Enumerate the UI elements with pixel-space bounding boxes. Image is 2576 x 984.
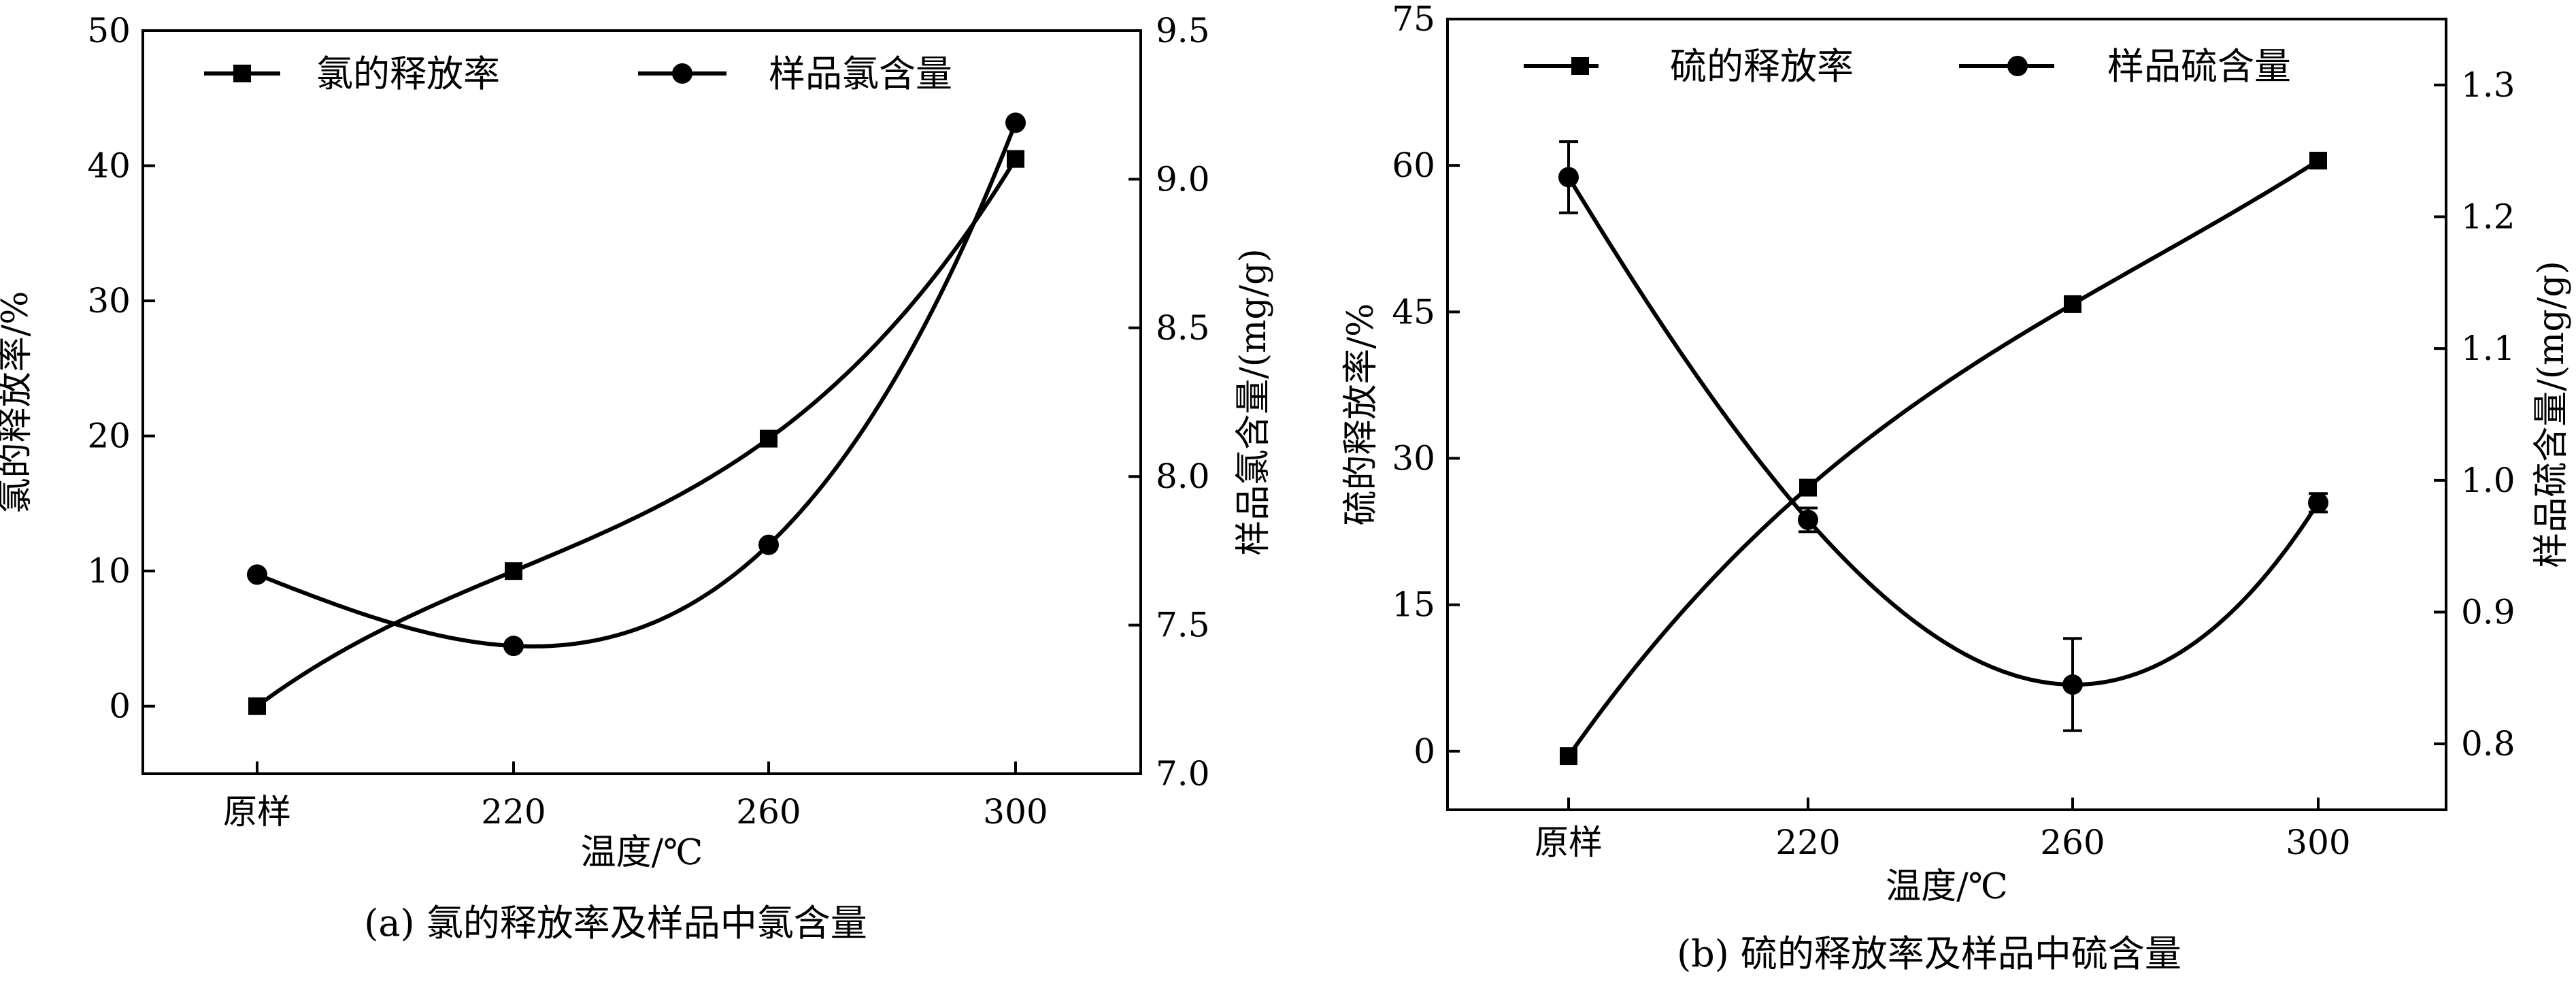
series-line-release-rate [256, 158, 1018, 708]
data-point-square [1560, 747, 1577, 766]
right-y-tick-label: 0.9 [2461, 593, 2515, 632]
data-point-circle [758, 534, 779, 555]
x-tick-label: 原样 [1535, 823, 1603, 862]
legend-marker-square [233, 65, 251, 82]
left-y-tick-label: 40 [87, 146, 131, 186]
left-y-tick-label: 75 [1392, 0, 1435, 39]
data-point-square [248, 697, 266, 715]
left-y-axis-label: 氯的释放率/% [0, 291, 36, 514]
right-y-tick-label: 9.0 [1156, 159, 1210, 199]
legend-label-content: 样品氯含量 [769, 52, 952, 95]
left-y-tick-label: 15 [1392, 585, 1435, 625]
series-line-content [256, 122, 1018, 649]
data-point-circle [247, 564, 267, 585]
data-point-circle [2308, 492, 2328, 513]
legend-label-content: 样品硫含量 [2107, 45, 2291, 88]
left-y-tick-label: 30 [87, 281, 131, 321]
left-y-tick-label: 0 [1414, 732, 1435, 771]
right-y-tick-label: 7.0 [1156, 754, 1210, 793]
x-axis-label: 温度/℃ [1886, 866, 2008, 907]
right-y-axis-label: 样品硫含量/(mg/g) [2531, 261, 2572, 568]
left-y-tick-label: 30 [1392, 439, 1435, 478]
right-y-tick-label: 0.8 [2461, 724, 2515, 764]
left-y-tick-label: 20 [87, 416, 131, 456]
data-point-square [1007, 150, 1024, 168]
left-y-tick-label: 45 [1392, 292, 1435, 331]
legend-marker-circle [672, 63, 692, 84]
chart-b: 0 15 30 45 60 75 0.8 0.9 1.0 1.1 1.2 1.3 原样 220 260 300… [1341, 0, 2572, 975]
data-point-square [1799, 478, 1817, 497]
left-y-axis-label: 硫的释放率/% [1341, 304, 1382, 526]
data-point-square [505, 562, 522, 580]
right-y-tick-label: 8.5 [1156, 308, 1210, 348]
x-axis-label: 温度/℃ [581, 832, 703, 873]
x-tick-label: 原样 [223, 792, 291, 832]
data-point-circle [2062, 674, 2083, 695]
right-y-tick-label: 1.1 [2461, 329, 2515, 368]
data-point-circle [503, 636, 524, 657]
data-point-square [2064, 295, 2081, 313]
legend-marker-circle [2007, 56, 2028, 76]
right-y-tick-label: 7.5 [1156, 606, 1210, 645]
data-point-circle [1558, 167, 1579, 188]
x-tick-label: 300 [983, 792, 1048, 832]
data-point-circle [1798, 509, 1818, 530]
right-y-tick-label: 9.5 [1156, 11, 1210, 50]
right-y-tick-label: 1.0 [2461, 461, 2515, 500]
left-y-tick-label: 10 [87, 551, 131, 591]
right-y-axis-label: 样品氯含量/(mg/g) [1233, 248, 1274, 556]
data-point-square [760, 429, 777, 448]
x-tick-label: 220 [481, 792, 546, 832]
x-tick-label: 300 [2286, 823, 2350, 862]
data-point-circle [1005, 112, 1026, 133]
figure-caption: (b) 硫的释放率及样品中硫含量 [1677, 932, 2181, 975]
plot-frame [141, 29, 1142, 775]
legend-label-release-rate: 氯的释放率 [316, 52, 500, 95]
series-line-content [1567, 176, 2320, 687]
data-point-square [2309, 152, 2327, 170]
legend-marker-square [1571, 57, 1589, 75]
plot-frame [1446, 18, 2447, 811]
right-y-tick-label: 1.2 [2461, 197, 2515, 237]
right-y-tick-label: 1.3 [2461, 65, 2515, 105]
right-y-tick-label: 8.0 [1156, 457, 1210, 496]
left-y-tick-label: 50 [87, 11, 131, 50]
left-y-tick-label: 0 [109, 687, 131, 726]
x-tick-label: 260 [736, 792, 801, 832]
series-line-release-rate [1567, 159, 2320, 757]
chart-a: 0 10 20 30 40 50 7.0 7.5 8.0 8.5 9.0 9.5 原样 220 260 300… [0, 11, 1274, 945]
x-tick-label: 260 [2040, 823, 2105, 862]
figure-caption: (a) 氯的释放率及样品中氯含量 [364, 902, 867, 945]
legend-label-release-rate: 硫的释放率 [1670, 45, 1854, 88]
x-tick-label: 220 [1775, 823, 1840, 862]
left-y-tick-label: 60 [1392, 146, 1435, 185]
